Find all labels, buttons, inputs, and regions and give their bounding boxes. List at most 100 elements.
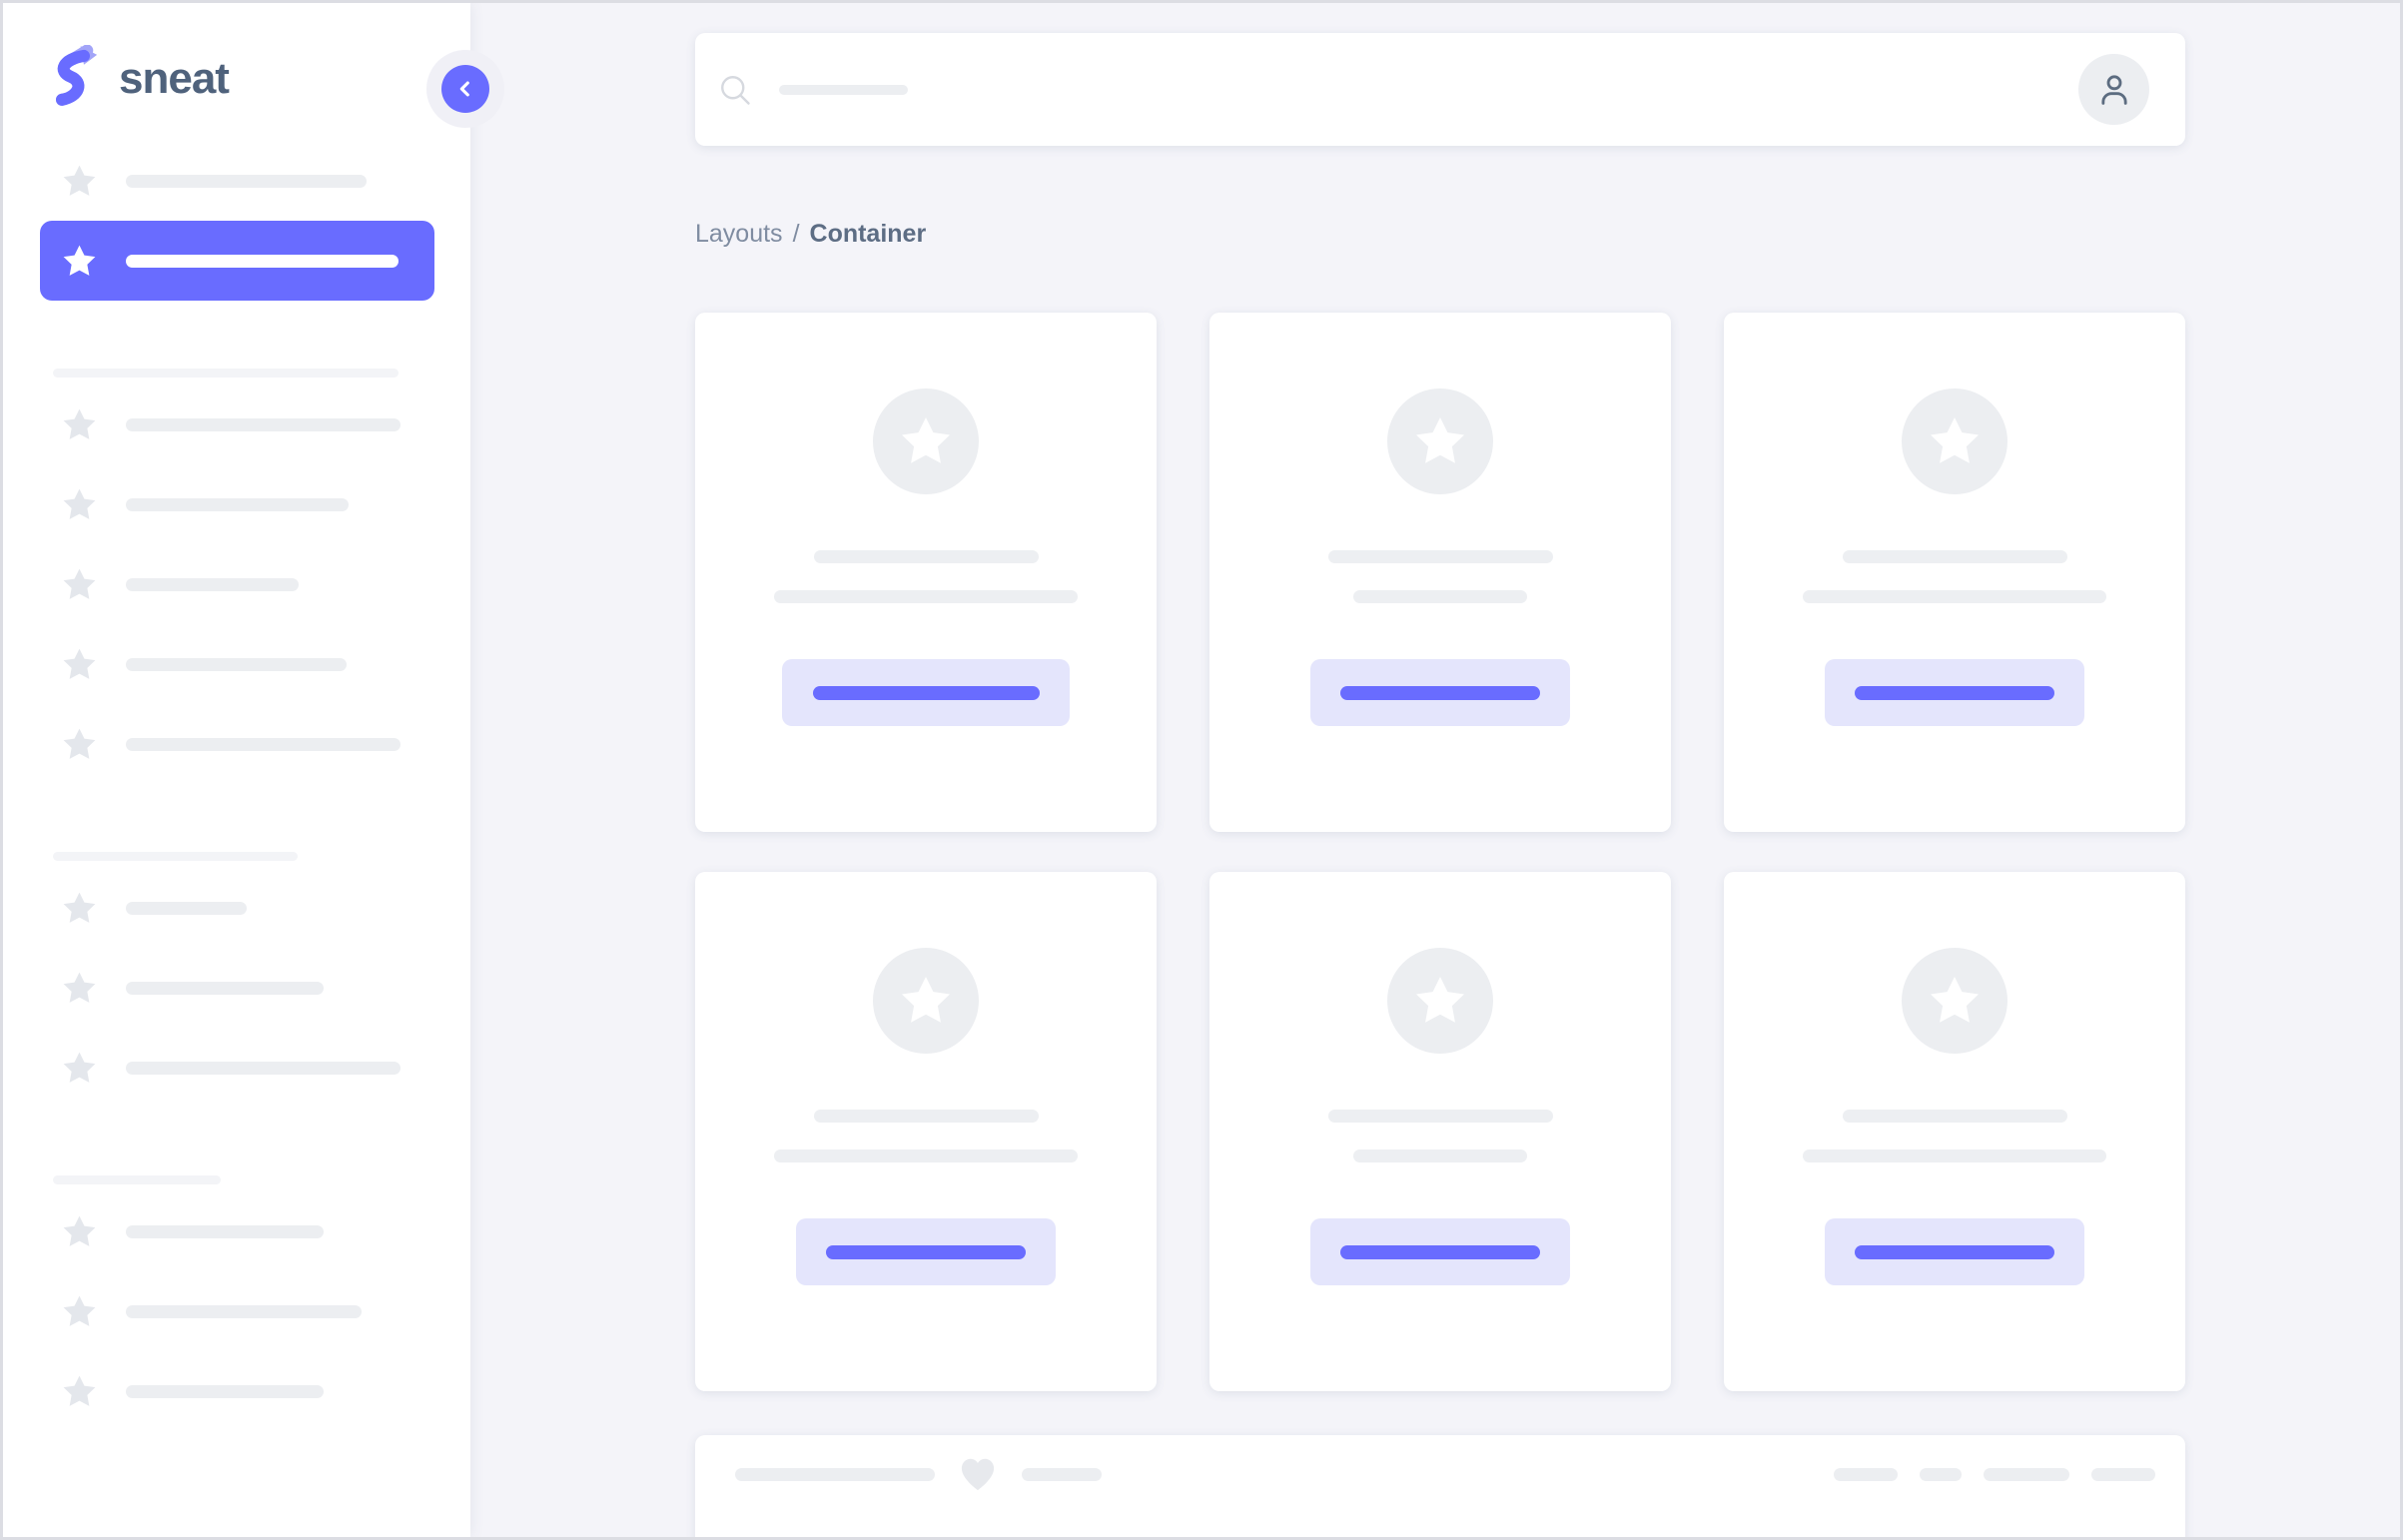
chevron-left-icon [441,65,489,113]
search-placeholder-skeleton [779,84,908,95]
star-icon [61,646,98,683]
card-avatar-circle [873,948,979,1054]
menu-label-skeleton [126,1224,324,1238]
card-avatar-circle [1902,388,2007,494]
pagination-skeleton-bar [1920,1467,1962,1481]
star-icon [61,726,98,763]
sidebar: sneat [3,3,470,1537]
sidebar-menu-item[interactable] [40,1271,434,1351]
bottom-card-left-group [735,1453,1102,1495]
sidebar-menu-item[interactable] [40,544,434,624]
sidebar-menu-item[interactable] [40,948,434,1028]
button-label-skeleton [812,685,1040,700]
person-icon [2100,74,2127,105]
card-avatar-circle [1387,388,1493,494]
main-area: Layouts / Container [470,3,2400,1537]
card-action-button[interactable] [782,659,1070,726]
menu-label-skeleton [126,657,347,671]
star-icon [61,970,98,1007]
sidebar-menu-item[interactable] [40,464,434,544]
breadcrumb-current-page: Container [809,220,927,248]
sidebar-menu [3,141,470,1431]
menu-label-skeleton [126,901,247,915]
card-action-button[interactable] [1825,1218,2084,1285]
card-subtitle-skeleton [1353,590,1527,603]
search-input[interactable] [717,72,908,108]
button-label-skeleton [1855,1244,2054,1259]
sneat-logo-icon [56,45,98,106]
card-avatar-circle [1902,948,2007,1054]
menu-section-header-skeleton [53,852,298,861]
pagination-skeleton-bar [1834,1467,1898,1481]
card-title-skeleton [1327,1110,1553,1123]
sidebar-menu-item[interactable] [40,704,434,784]
star-icon [61,1373,98,1410]
sidebar-menu-item[interactable] [40,385,434,464]
text-skeleton-bar [1022,1467,1102,1481]
star-icon [898,413,954,469]
star-icon [61,1293,98,1330]
card-avatar-circle [1387,948,1493,1054]
star-icon [1412,973,1468,1029]
button-label-skeleton [826,1244,1026,1259]
menu-section-header-skeleton [53,369,399,378]
sidebar-menu-item[interactable] [40,141,434,221]
button-label-skeleton [1340,685,1540,700]
content-card [1724,313,2185,832]
sidebar-menu-item[interactable] [40,1028,434,1108]
search-icon [721,75,750,105]
star-icon [61,486,98,523]
card-avatar-circle [873,388,979,494]
menu-label-skeleton [126,497,349,511]
cards-grid [695,313,2185,1391]
content-card [1724,872,2185,1391]
star-icon [61,566,98,603]
card-action-button[interactable] [1310,659,1570,726]
content-card [695,872,1157,1391]
star-icon [1927,973,1983,1029]
menu-label-skeleton [126,981,324,995]
bottom-card-right-group [1812,1453,2155,1495]
star-icon [61,1213,98,1250]
sidebar-menu-item[interactable] [40,624,434,704]
card-title-skeleton [1327,550,1553,563]
card-title-skeleton [813,550,1039,563]
sidebar-menu-item-active[interactable] [40,221,434,301]
star-icon [61,163,98,200]
card-title-skeleton [813,1110,1039,1123]
star-icon [61,243,98,280]
card-subtitle-skeleton [774,590,1078,603]
menu-label-skeleton [126,417,400,431]
sidebar-menu-item[interactable] [40,1351,434,1431]
star-icon [898,973,954,1029]
heart-icon[interactable] [957,1453,999,1495]
menu-section-header-skeleton [53,1175,221,1184]
card-title-skeleton [1842,1110,2067,1123]
card-subtitle-skeleton [1353,1150,1527,1162]
card-subtitle-skeleton [774,1150,1078,1162]
menu-label-skeleton [126,737,400,751]
breadcrumb-link-layouts[interactable]: Layouts [695,220,783,248]
menu-label-skeleton [126,1384,324,1398]
menu-label-skeleton [126,254,399,268]
card-action-button[interactable] [796,1218,1056,1285]
star-icon [61,890,98,927]
star-icon [1412,413,1468,469]
sidebar-menu-item[interactable] [40,868,434,948]
breadcrumb: Layouts / Container [695,220,2185,249]
menu-label-skeleton [126,1304,362,1318]
card-subtitle-skeleton [1803,590,2106,603]
card-action-button[interactable] [1825,659,2084,726]
brand[interactable]: sneat [3,3,470,113]
star-icon [1927,413,1983,469]
star-icon [61,406,98,443]
user-avatar[interactable] [2078,54,2149,125]
card-action-button[interactable] [1310,1218,1570,1285]
card-subtitle-skeleton [1803,1150,2106,1162]
sidebar-collapse-button[interactable] [426,50,504,128]
brand-name: sneat [119,54,230,103]
menu-label-skeleton [126,1061,400,1075]
sidebar-menu-item[interactable] [40,1191,434,1271]
menu-label-skeleton [126,577,299,591]
